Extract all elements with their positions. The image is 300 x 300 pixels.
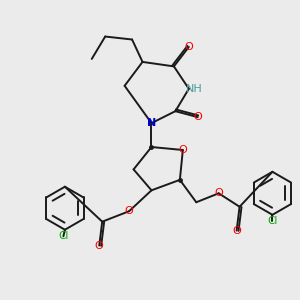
Text: Cl: Cl	[58, 231, 69, 241]
Text: O: O	[95, 241, 103, 250]
Text: Cl: Cl	[267, 216, 278, 226]
Text: O: O	[232, 226, 241, 236]
Text: O: O	[194, 112, 202, 122]
Text: N: N	[147, 118, 156, 128]
Text: O: O	[178, 145, 187, 155]
Text: O: O	[125, 206, 134, 216]
Text: O: O	[214, 188, 223, 198]
Text: O: O	[184, 42, 193, 52]
Text: NH: NH	[186, 84, 202, 94]
